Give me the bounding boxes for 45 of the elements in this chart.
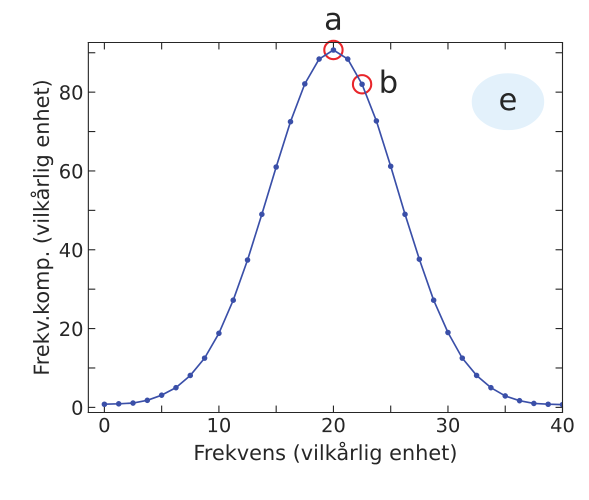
point — [188, 372, 194, 378]
point — [344, 56, 351, 62]
point — [402, 212, 408, 218]
point — [116, 401, 122, 407]
point — [516, 398, 522, 404]
y-tick-label: 0 — [72, 400, 82, 416]
y-tick-label: 60 — [60, 164, 82, 179]
y-tick-label: 40 — [60, 242, 82, 258]
annotation: b — [382, 69, 396, 94]
x-tick-label: 0 — [99, 418, 110, 432]
point — [302, 81, 308, 87]
point — [545, 401, 551, 408]
point — [430, 297, 436, 303]
point — [244, 257, 250, 263]
point — [202, 355, 208, 361]
point — [273, 164, 279, 170]
x-tick-label: 20 — [322, 418, 345, 432]
point — [531, 400, 537, 406]
y-tick-label: 80 — [60, 85, 82, 100]
annotation: a — [326, 12, 340, 30]
x-tick-label: 30 — [437, 418, 460, 432]
point — [445, 330, 451, 336]
point — [259, 212, 265, 218]
point — [416, 256, 422, 262]
x-tick-label: 40 — [551, 418, 574, 432]
y-tick-label: 20 — [60, 322, 82, 336]
point — [502, 393, 508, 399]
point — [144, 398, 150, 404]
point — [288, 118, 294, 124]
point — [158, 392, 164, 398]
x-tick-label: 10 — [208, 418, 230, 432]
point — [374, 118, 380, 124]
point — [173, 384, 179, 390]
point — [474, 372, 480, 378]
point — [130, 400, 136, 406]
point — [388, 163, 394, 170]
point — [216, 330, 222, 336]
point — [230, 297, 236, 303]
y-axis-title: Frekv.komp. (vilkårlig enhet) — [30, 81, 54, 374]
x-axis-title: Frekvens (vilkårlig enhet) — [195, 442, 456, 464]
point — [460, 355, 466, 361]
point — [102, 401, 108, 408]
point — [316, 56, 322, 62]
annotation: e — [500, 93, 516, 111]
point — [488, 384, 494, 390]
